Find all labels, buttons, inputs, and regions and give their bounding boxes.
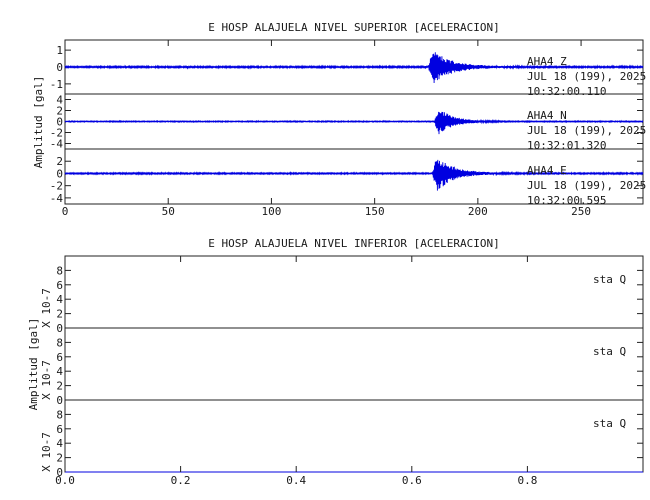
y-axis-label: Amplitud [gal] <box>27 318 40 411</box>
y-tick-label: 0 <box>56 466 63 479</box>
y-tick-label: 4 <box>56 437 63 450</box>
y-tick-label: 8 <box>56 264 63 277</box>
y-tick-label: 0 <box>56 116 63 129</box>
time-label: 10:32:00.595 <box>527 194 606 207</box>
x-tick-label: 250 <box>571 205 591 218</box>
scale-label: X 10-7 <box>40 288 53 328</box>
station-label: sta Q <box>593 417 626 430</box>
y-tick-label: 4 <box>56 365 63 378</box>
y-tick-label: 0 <box>56 61 63 74</box>
date-label: JUL 18 (199), 2025 <box>527 124 646 137</box>
y-tick-label: 2 <box>56 452 63 465</box>
x-tick-label: 0.0 <box>55 474 75 487</box>
x-tick-label: 0.6 <box>402 474 422 487</box>
y-tick-label: -2 <box>50 180 63 193</box>
trace-z <box>64 52 644 84</box>
y-tick-label: 8 <box>56 336 63 349</box>
y-tick-label: 6 <box>56 279 63 292</box>
date-label: JUL 18 (199), 2025 <box>527 70 646 83</box>
y-tick-label: -4 <box>50 192 64 205</box>
scale-label: X 10-7 <box>40 432 53 472</box>
x-tick-label: 0.4 <box>286 474 306 487</box>
panel-frame <box>64 148 644 205</box>
x-tick-label: 0.8 <box>517 474 537 487</box>
trace-n <box>64 111 644 135</box>
station-label: AHA4 Z <box>527 55 567 68</box>
panel-frame <box>64 255 644 329</box>
y-tick-label: 6 <box>56 423 63 436</box>
x-tick-label: 100 <box>261 205 281 218</box>
station-label: AHA4 E <box>527 164 567 177</box>
y-tick-label: 4 <box>56 94 63 107</box>
trace-e <box>64 159 644 191</box>
y-tick-label: 2 <box>56 308 63 321</box>
y-tick-label: -2 <box>50 127 63 140</box>
scale-label: X 10-7 <box>40 360 53 400</box>
panel-frame <box>64 399 644 473</box>
y-tick-label: -4 <box>50 138 64 151</box>
station-label: sta Q <box>593 273 626 286</box>
y-tick-label: 6 <box>56 351 63 364</box>
x-tick-label: 50 <box>162 205 175 218</box>
date-label: JUL 18 (199), 2025 <box>527 179 646 192</box>
panel-frame <box>64 327 644 401</box>
y-tick-label: 1 <box>56 44 63 57</box>
y-tick-label: 2 <box>56 380 63 393</box>
y-tick-label: 2 <box>56 105 63 118</box>
y-tick-label: 8 <box>56 408 63 421</box>
x-tick-label: 200 <box>468 205 488 218</box>
y-tick-label: 0 <box>56 394 63 407</box>
y-tick-label: 0 <box>56 322 63 335</box>
y-axis-label: Amplitud [gal] <box>32 76 45 169</box>
x-tick-label: 150 <box>365 205 385 218</box>
x-tick-label: 0.2 <box>171 474 191 487</box>
y-tick-label: 4 <box>56 293 63 306</box>
x-tick-label: 0 <box>62 205 69 218</box>
station-label: AHA4 N <box>527 109 567 122</box>
chart-title: E HOSP ALAJUELA NIVEL SUPERIOR [ACELERAC… <box>208 21 499 34</box>
y-tick-label: -1 <box>50 78 63 91</box>
y-tick-label: 2 <box>56 155 63 168</box>
chart-title: E HOSP ALAJUELA NIVEL INFERIOR [ACELERAC… <box>208 237 499 250</box>
station-label: sta Q <box>593 345 626 358</box>
time-label: 10:32:01.320 <box>527 139 606 152</box>
y-tick-label: 0 <box>56 167 63 180</box>
time-label: 10:32:00.110 <box>527 85 606 98</box>
